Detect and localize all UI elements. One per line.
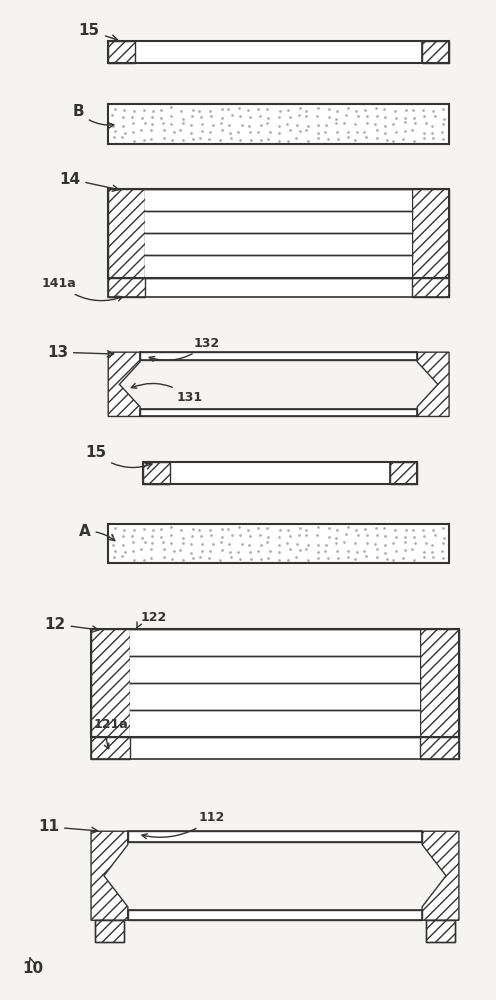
Bar (108, 189, 449, 278)
Bar (108, 278, 145, 297)
Bar (128, 831, 422, 842)
Text: 141a: 141a (42, 277, 123, 301)
Bar (108, 41, 449, 63)
Bar (390, 462, 417, 484)
Bar (130, 629, 420, 737)
Bar (91, 629, 459, 737)
Bar (108, 189, 145, 278)
Bar (142, 462, 417, 484)
Bar (91, 737, 130, 759)
Text: 122: 122 (136, 611, 166, 629)
Text: 112: 112 (142, 811, 225, 839)
Text: A: A (79, 524, 115, 541)
Text: 11: 11 (38, 819, 98, 834)
Bar (108, 278, 449, 297)
Bar (426, 920, 455, 942)
Text: 131: 131 (131, 383, 203, 404)
Bar (420, 737, 459, 759)
Bar (412, 278, 449, 297)
Polygon shape (91, 831, 128, 920)
Bar (140, 409, 417, 416)
Text: 15: 15 (79, 23, 118, 41)
Bar (426, 920, 455, 942)
Bar (108, 524, 449, 563)
Bar (91, 737, 459, 759)
Bar (422, 41, 449, 63)
Bar (108, 278, 449, 297)
Bar (108, 41, 135, 63)
Bar (91, 629, 130, 737)
Bar (128, 910, 422, 920)
Polygon shape (108, 352, 140, 416)
Text: B: B (72, 104, 114, 129)
Text: 14: 14 (59, 172, 119, 191)
Bar (140, 409, 417, 416)
Text: 132: 132 (149, 337, 220, 361)
Text: 13: 13 (47, 345, 114, 360)
Bar (108, 104, 449, 144)
Text: 121a: 121a (94, 718, 128, 749)
Text: 12: 12 (45, 617, 99, 632)
Bar (142, 462, 170, 484)
Polygon shape (417, 352, 449, 416)
Bar (412, 189, 449, 278)
Bar (128, 831, 422, 842)
Text: 15: 15 (85, 445, 152, 469)
Bar (128, 910, 422, 920)
Bar (140, 352, 417, 360)
Bar (135, 41, 422, 63)
Bar (91, 737, 459, 759)
Bar (420, 629, 459, 737)
Bar (170, 462, 390, 484)
Polygon shape (422, 831, 459, 920)
Text: 10: 10 (22, 958, 44, 976)
Bar (95, 920, 124, 942)
Bar (95, 920, 124, 942)
Bar (145, 189, 412, 278)
Bar (140, 352, 417, 360)
